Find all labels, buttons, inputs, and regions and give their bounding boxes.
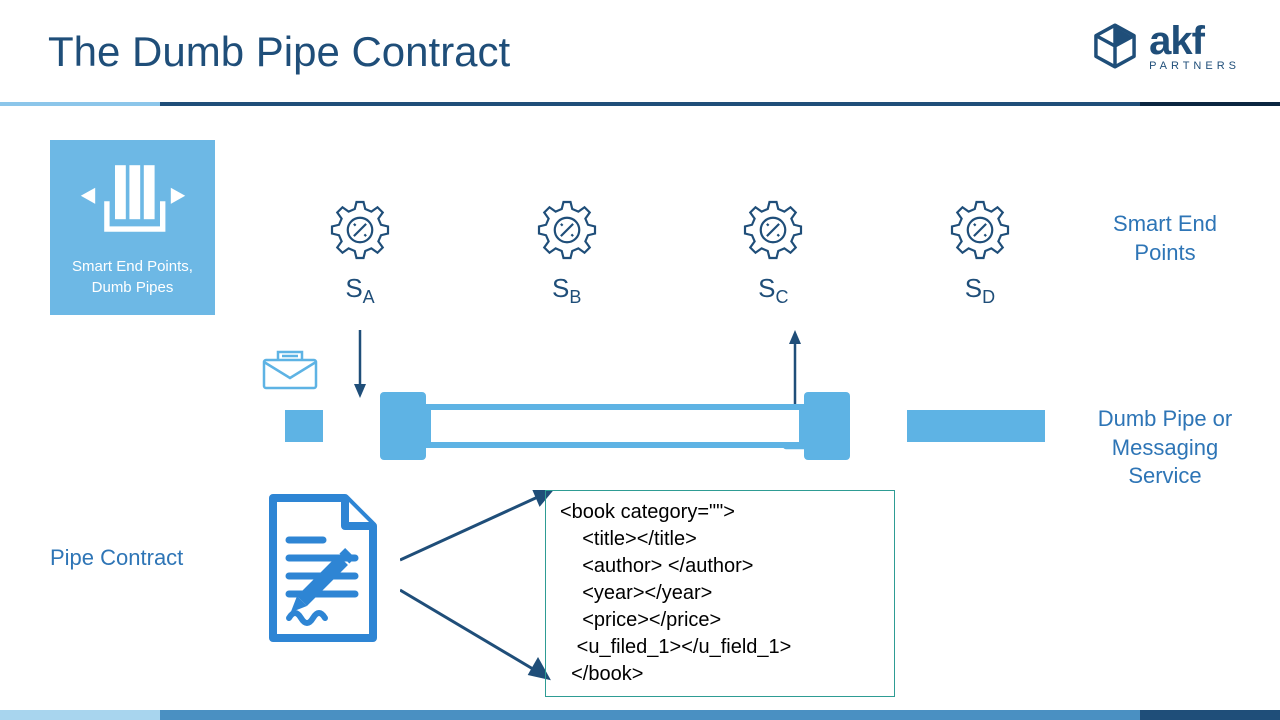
service-label-c: SC <box>758 273 788 308</box>
badge-smart-endpoints: Smart End Points, Dumb Pipes <box>50 140 215 315</box>
label-smart-endpoints: Smart End Points <box>1090 210 1240 267</box>
logo-main: akf <box>1149 21 1240 61</box>
envelope-icon <box>260 348 320 392</box>
dumb-pipe <box>285 392 1045 460</box>
logo: akf PARTNERS <box>1089 20 1240 72</box>
service-a: SA <box>300 195 420 308</box>
label-dumb-pipe: Dumb Pipe or Messaging Service <box>1090 405 1240 491</box>
service-b: SB <box>507 195 627 308</box>
service-label-a: SA <box>345 273 374 308</box>
badge-line2: Dumb Pipes <box>92 279 174 296</box>
service-d: SD <box>920 195 1040 308</box>
header-divider <box>0 102 1280 106</box>
logo-sub: PARTNERS <box>1149 61 1240 72</box>
gear-icon <box>945 195 1015 265</box>
document-icon <box>255 488 405 648</box>
gear-icon <box>738 195 808 265</box>
label-pipe-contract: Pipe Contract <box>50 545 183 571</box>
gear-icon <box>325 195 395 265</box>
page-title: The Dumb Pipe Contract <box>48 28 510 76</box>
footer-bar <box>0 710 1280 720</box>
contract-arrows <box>400 490 560 690</box>
code-snippet: <book category=""> <title></title> <auth… <box>545 490 895 697</box>
service-label-b: SB <box>552 273 581 308</box>
pipe-bars-icon <box>78 158 188 248</box>
service-label-d: SD <box>965 273 995 308</box>
services-row: SA SB SC SD <box>300 195 1040 308</box>
gear-icon <box>532 195 602 265</box>
cube-icon <box>1089 20 1141 72</box>
arrow-down-icon <box>350 330 370 400</box>
badge-line1: Smart End Points, <box>72 258 193 275</box>
service-c: SC <box>713 195 833 308</box>
